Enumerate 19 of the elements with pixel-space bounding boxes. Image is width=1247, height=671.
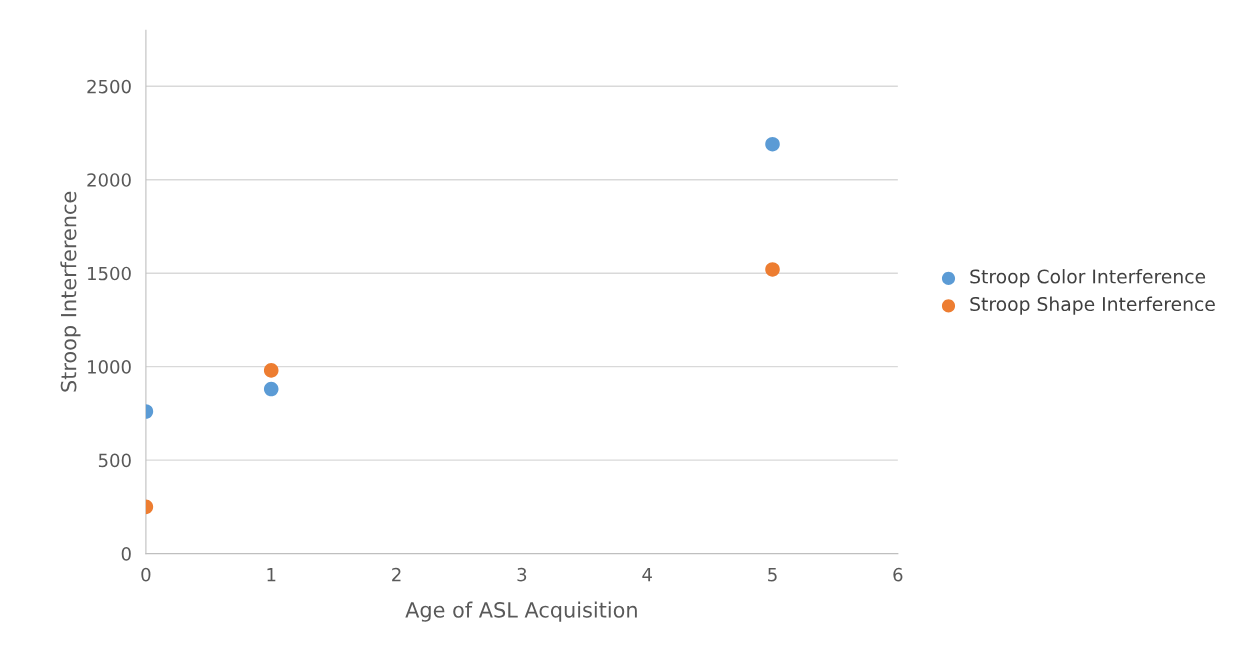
y-tick-label: 2500 xyxy=(87,79,131,94)
y-tick-label: 0 xyxy=(121,547,131,561)
x-tick-label: 5 xyxy=(768,568,777,582)
x-axis-title: Age of ASL Acquisition xyxy=(405,601,637,622)
y-tick-label: 1000 xyxy=(88,360,131,374)
y-tick-label: 500 xyxy=(98,453,131,468)
x-tick-label: 6 xyxy=(893,567,903,582)
legend-label: Stroop Shape Interference xyxy=(970,296,1215,315)
x-tick-label: 0 xyxy=(141,567,151,582)
point xyxy=(765,136,780,152)
x-tick-label: 4 xyxy=(642,568,652,582)
x-tick-label: 1 xyxy=(267,568,276,582)
y-tick-label: 2000 xyxy=(87,173,131,187)
point xyxy=(765,262,780,277)
y-tick-label: 1500 xyxy=(88,266,131,281)
legend-label: Stroop Color Interference xyxy=(970,269,1206,288)
x-tick-label: 3 xyxy=(517,567,527,582)
x-tick-label: 2 xyxy=(392,567,401,582)
y-axis-title: Stroop Interference xyxy=(60,191,81,392)
